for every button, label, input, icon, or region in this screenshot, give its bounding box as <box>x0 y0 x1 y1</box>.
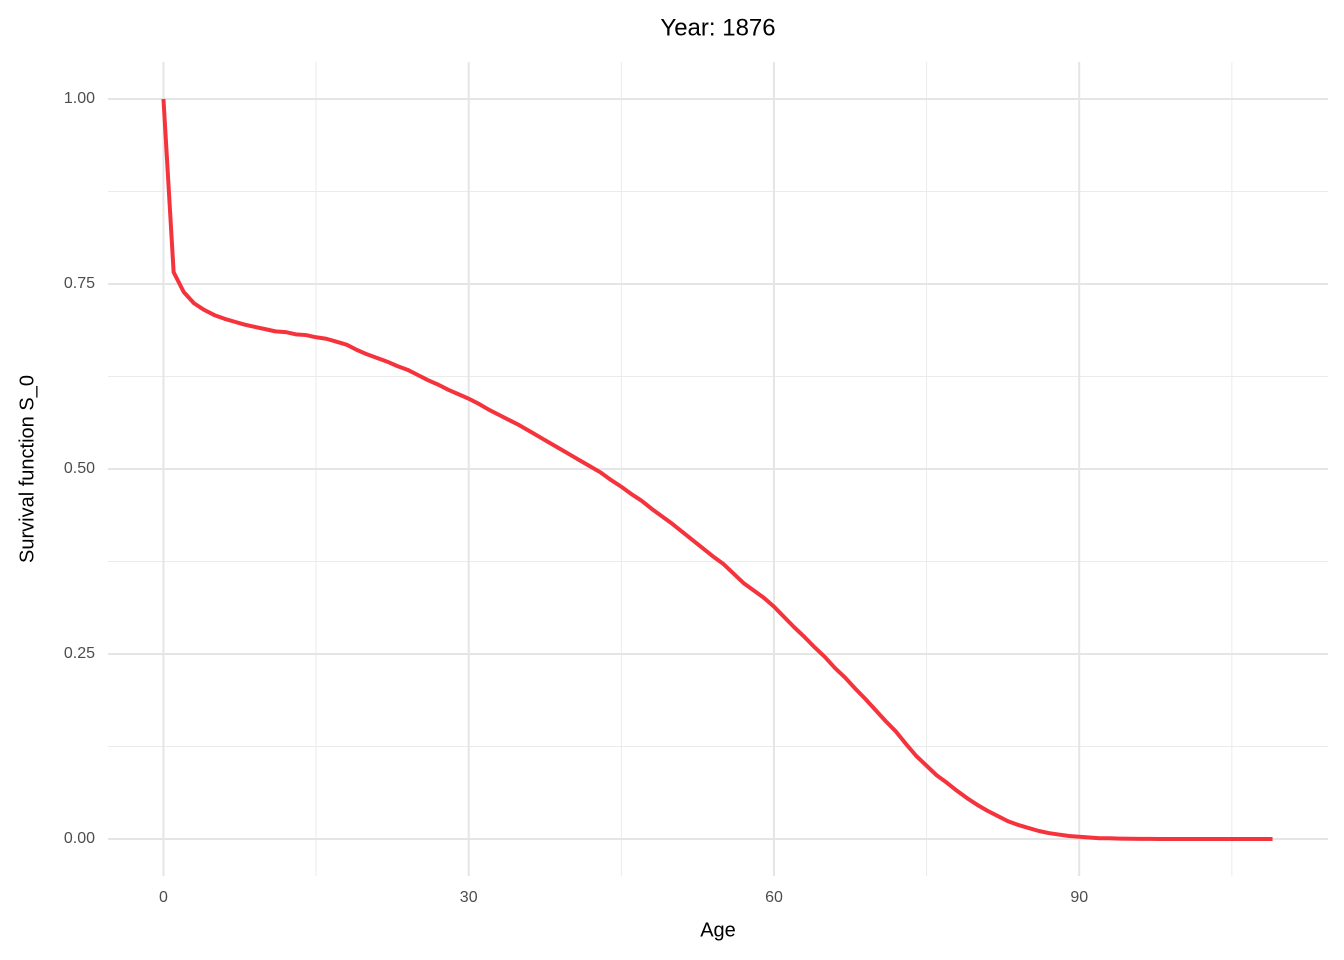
y-tick-label: 0.50 <box>64 460 95 477</box>
y-axis-title: Survival function S_0 <box>16 375 38 563</box>
x-tick-label: 60 <box>765 889 783 906</box>
x-axis-title: Age <box>700 919 736 941</box>
y-tick-label: 0.25 <box>64 645 95 662</box>
x-tick-label: 30 <box>460 889 478 906</box>
y-tick-label: 0.75 <box>64 275 95 292</box>
x-tick-label: 90 <box>1070 889 1088 906</box>
chart-title: Year: 1876 <box>660 14 775 41</box>
line <box>161 98 1273 841</box>
y-tick-label: 1.00 <box>64 90 95 107</box>
x-tick-label: 0 <box>159 889 168 906</box>
y-tick-label: 0.00 <box>64 830 95 847</box>
